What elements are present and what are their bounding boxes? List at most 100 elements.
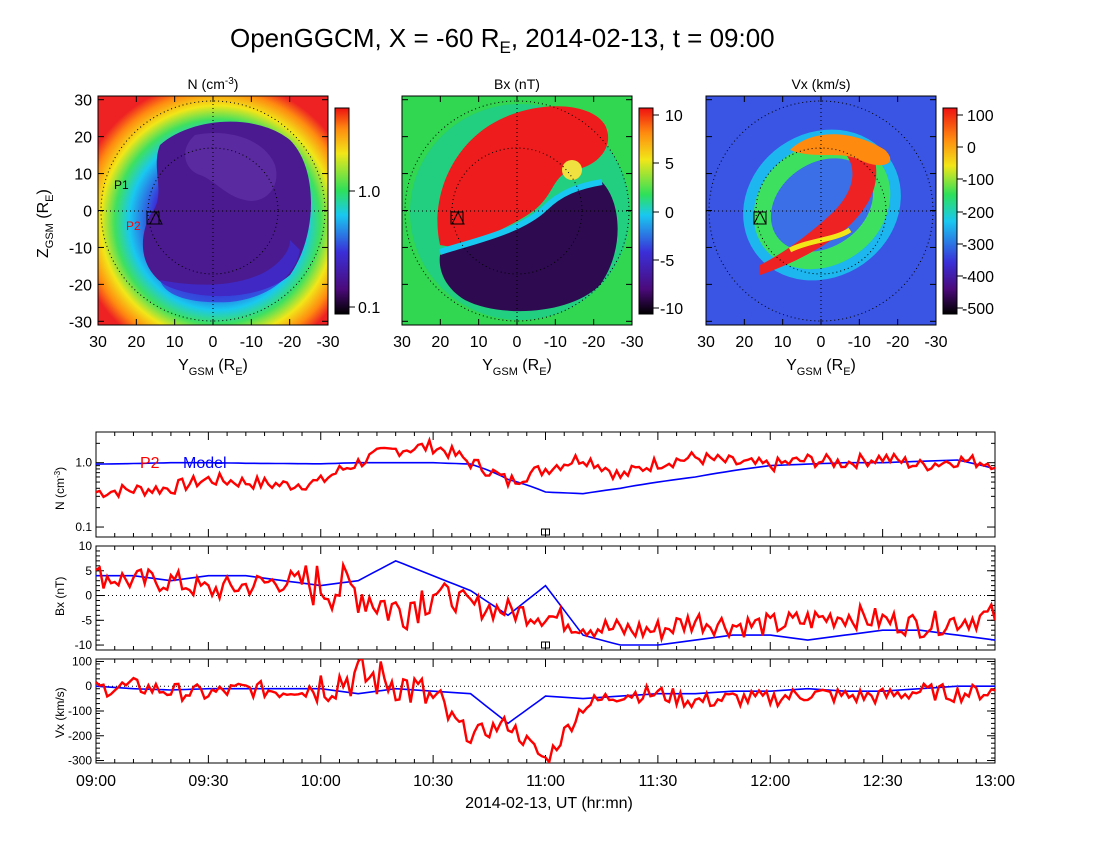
ts-xtick-label: 09:00: [76, 773, 116, 790]
ts-xtick-label: 10:30: [413, 773, 453, 790]
ts-marker-glyph: [541, 528, 550, 536]
map-xlabel: YGSM (RE): [786, 357, 856, 378]
vx-colorbar: [942, 107, 958, 315]
vx-colorbar-label: -500: [962, 301, 994, 318]
bx-yellow-blob: [562, 160, 582, 180]
map-title-bx: Bx (nT): [494, 76, 540, 92]
bx-colorbar-label: 5: [665, 156, 674, 173]
vx-colorbar-label: -300: [962, 237, 994, 254]
vx-colorbar-label: -100: [962, 172, 994, 189]
ts-xtick-label: 12:30: [863, 773, 903, 790]
ts-ylabel-density: N (cm-3): [53, 467, 67, 510]
ts-xtick-label: 13:00: [975, 773, 1015, 790]
ts-line-obs: [96, 659, 995, 763]
map-xtick-label: -10: [544, 334, 567, 351]
map-xtick-label: -30: [316, 334, 339, 351]
timeseries-panels: 1.0 0.1 10 5 0 -5 -10 100 0 -100 -200 -300 09:00 09:3…: [68, 431, 1015, 790]
ts-marker-glyph: [541, 641, 550, 649]
ts-line-obs: [96, 560, 995, 644]
ts-xtick-label: 10:00: [301, 773, 341, 790]
ts-line-obs: [96, 436, 995, 500]
vx-yellow-flow: [788, 227, 852, 253]
ts-ytick-label: -5: [81, 613, 92, 627]
bx-colorbar-label: -5: [660, 253, 674, 270]
vx-colorbar-ticks: [957, 114, 963, 309]
vx-colorbar-label: -400: [962, 269, 994, 286]
ts-ytick-label: -300: [68, 754, 92, 768]
map-ytick-label: 0: [83, 204, 92, 221]
bx-colorbar-label: 0: [665, 205, 674, 222]
map-xtick-label: 30: [393, 334, 411, 351]
density-square-marker: [146, 211, 160, 225]
map-xtick-label: -10: [240, 334, 263, 351]
map-xtick-label: -20: [582, 334, 605, 351]
bx-colorbar-ticks: [653, 114, 659, 309]
map-xtick-label: 30: [89, 334, 107, 351]
ts-frame: [95, 431, 996, 538]
ts-ytick-label: -200: [68, 729, 92, 743]
ts-panel-2: 100 0 -100 -200 -300: [68, 654, 996, 768]
map-xtick-label: 0: [209, 334, 218, 351]
bx-colorbar: [638, 107, 654, 315]
density-label-p1: P1: [114, 178, 129, 192]
map-ylabel: ZGSM (RE): [35, 189, 56, 258]
vx-colorbar-label: -200: [962, 205, 994, 222]
map-ytick-label: 20: [74, 130, 92, 147]
ts-series-group: [96, 659, 995, 763]
density-upper-lobe: [185, 133, 277, 201]
map-xtick-label: 20: [735, 334, 753, 351]
ts-xtick-label: 09:30: [188, 773, 228, 790]
ts-frame: [95, 545, 996, 651]
map-xtick-label: -30: [620, 334, 643, 351]
vx-upper-flow: [790, 134, 891, 166]
ts-ylabel-bx: Bx (nT): [53, 577, 67, 616]
bx-north-lobe: [437, 106, 609, 250]
map-ytick-label: 10: [74, 167, 92, 184]
bx-south-lobe: [439, 180, 618, 312]
ts-ytick-label: 0: [85, 589, 92, 603]
map-ytick-label: -20: [69, 277, 92, 294]
map-panel-bx: Bx (nT) 10 5 0 -5 -10: [401, 76, 683, 326]
ts-series-group: [96, 560, 995, 646]
density-label-p2: P2: [126, 219, 141, 233]
legend-model: Model: [183, 455, 227, 472]
map-xlabel: YGSM (RE): [482, 357, 552, 378]
vx-square-marker: [753, 211, 767, 225]
vx-colorbar-label: 100: [967, 108, 994, 125]
ts-line-model: [96, 459, 995, 495]
density-colorbar-label: 1.0: [358, 184, 380, 201]
map-xtick-label: -20: [278, 334, 301, 351]
ts-ytick-label: 1.0: [75, 456, 92, 470]
ts-ytick-label: -10: [75, 638, 93, 652]
bx-colorbar-label: -10: [660, 301, 683, 318]
vx-inner-core: [770, 158, 874, 252]
figure-title: OpenGGCM, X = -60 RE, 2014-02-13, t = 09…: [230, 23, 775, 57]
bx-colorbar-label: 10: [665, 108, 683, 125]
ts-line-model: [96, 560, 995, 646]
map-xtick-label: -20: [886, 334, 909, 351]
density-lower-edge: [160, 240, 300, 303]
density-colorbar-label: 0.1: [358, 300, 380, 317]
ts-xlabel: 2014-02-13, UT (hr:mn): [465, 795, 633, 812]
ts-panel-0: 1.0 0.1: [75, 431, 996, 538]
map-xtick-label: 0: [513, 334, 522, 351]
ts-ytick-label: 0.1: [75, 520, 92, 534]
map-panel-vx: Vx (km/s) 100 0 -100 -200: [705, 76, 994, 326]
map-xtick-label: 10: [166, 334, 184, 351]
map-ytick-label: 30: [74, 93, 92, 110]
ts-ytick-label: 10: [79, 539, 93, 553]
legend-obs: P2: [140, 455, 160, 472]
map-panel-density: N (cm-3) P1 P2 1.0 0.1: [97, 76, 380, 326]
ts-xtick-label: 11:30: [638, 773, 677, 790]
map-axes: 30 20 10 0 -10 -20 -30 30 20 10 0 -10 -20 -30 YGSM (RE…: [69, 93, 948, 378]
ts-panel-1: 10 5 0 -5 -10: [75, 539, 996, 652]
map-xtick-label: -30: [924, 334, 947, 351]
map-xtick-label: 10: [470, 334, 488, 351]
ts-frame: [95, 658, 996, 764]
bx-square-marker: [450, 211, 464, 225]
map-xtick-label: 30: [697, 334, 715, 351]
ts-xtick-label: 11:00: [526, 773, 565, 790]
map-xtick-label: 20: [431, 334, 449, 351]
density-colorbar: [334, 107, 350, 315]
